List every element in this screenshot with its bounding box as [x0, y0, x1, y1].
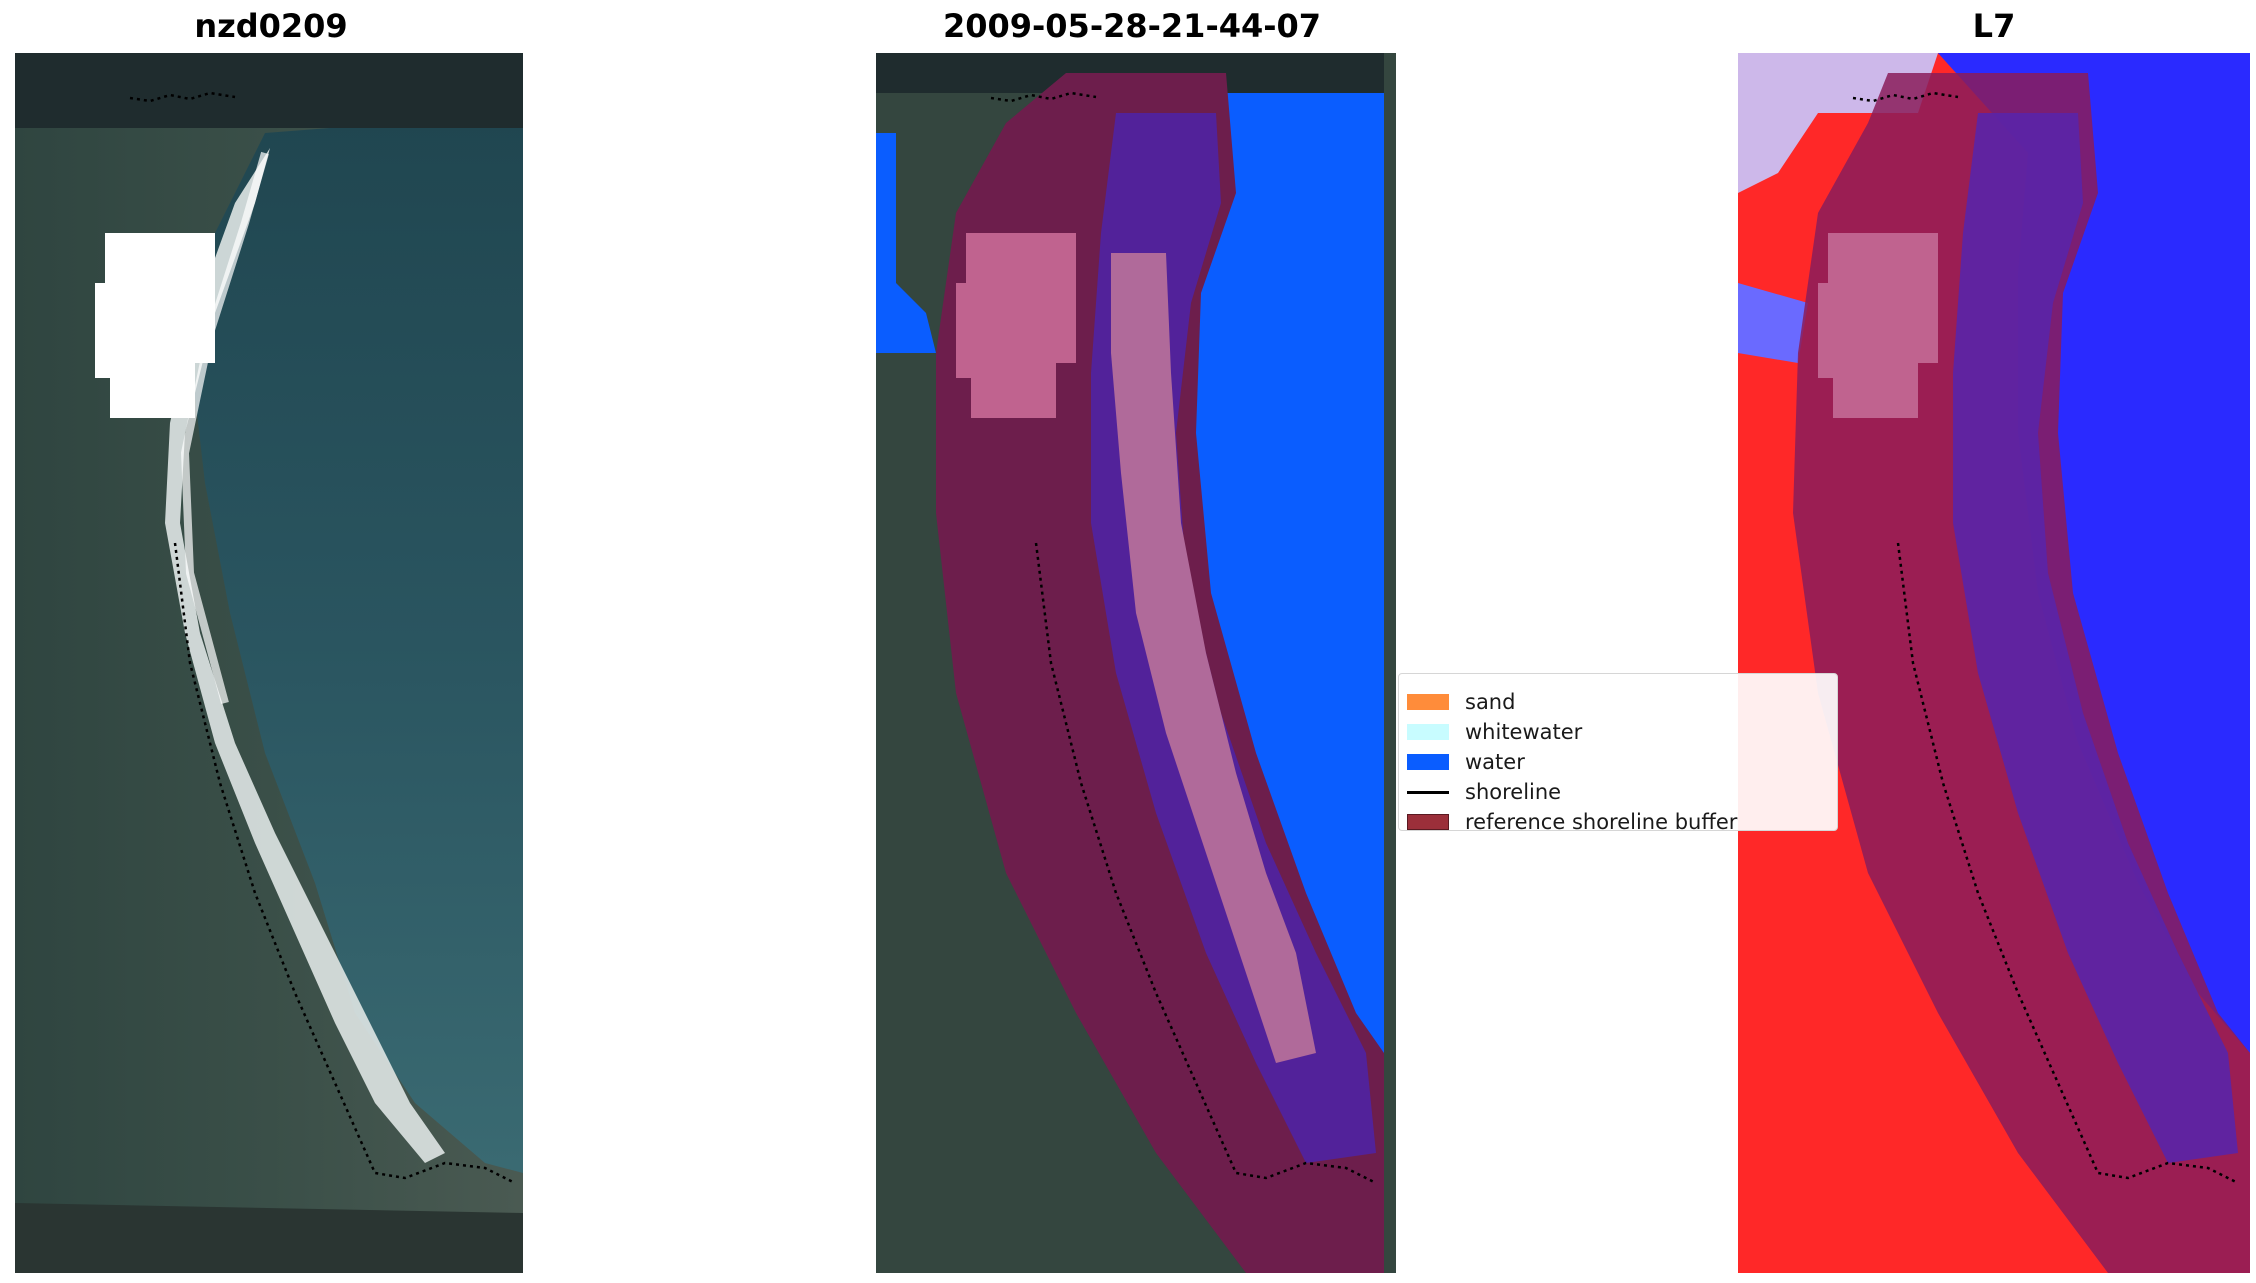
panel-title-mndwi: L7	[1972, 7, 2016, 45]
legend-label-shoreline: shoreline	[1465, 780, 1562, 804]
legend: sand whitewater water shoreline referenc…	[1398, 673, 1839, 834]
panel-title-rgb: nzd0209	[194, 7, 348, 45]
legend-item-sand: sand	[1399, 687, 1839, 717]
legend-swatch-sand	[1407, 694, 1449, 710]
legend-label-sand: sand	[1465, 690, 1516, 714]
legend-line-shoreline	[1407, 791, 1449, 794]
legend-label-reference-buffer: reference shoreline buffer	[1465, 810, 1738, 834]
classified-image	[876, 53, 1396, 1273]
rgb-image-panel	[15, 53, 523, 1273]
legend-item-whitewater: whitewater	[1399, 717, 1839, 747]
classified-image-panel	[876, 53, 1396, 1273]
legend-item-shoreline: shoreline	[1399, 777, 1839, 807]
mndwi-image-panel	[1738, 53, 2250, 1273]
legend-item-water: water	[1399, 747, 1839, 777]
legend-swatch-water	[1407, 754, 1449, 770]
legend-swatch-reference-buffer	[1407, 814, 1449, 830]
legend-item-reference-buffer: reference shoreline buffer	[1399, 807, 1839, 837]
legend-label-water: water	[1465, 750, 1525, 774]
legend-swatch-whitewater	[1407, 724, 1449, 740]
rgb-image	[15, 53, 523, 1273]
mndwi-image	[1738, 53, 2250, 1273]
panel-title-classified: 2009-05-28-21-44-07	[942, 7, 1322, 45]
legend-label-whitewater: whitewater	[1465, 720, 1583, 744]
